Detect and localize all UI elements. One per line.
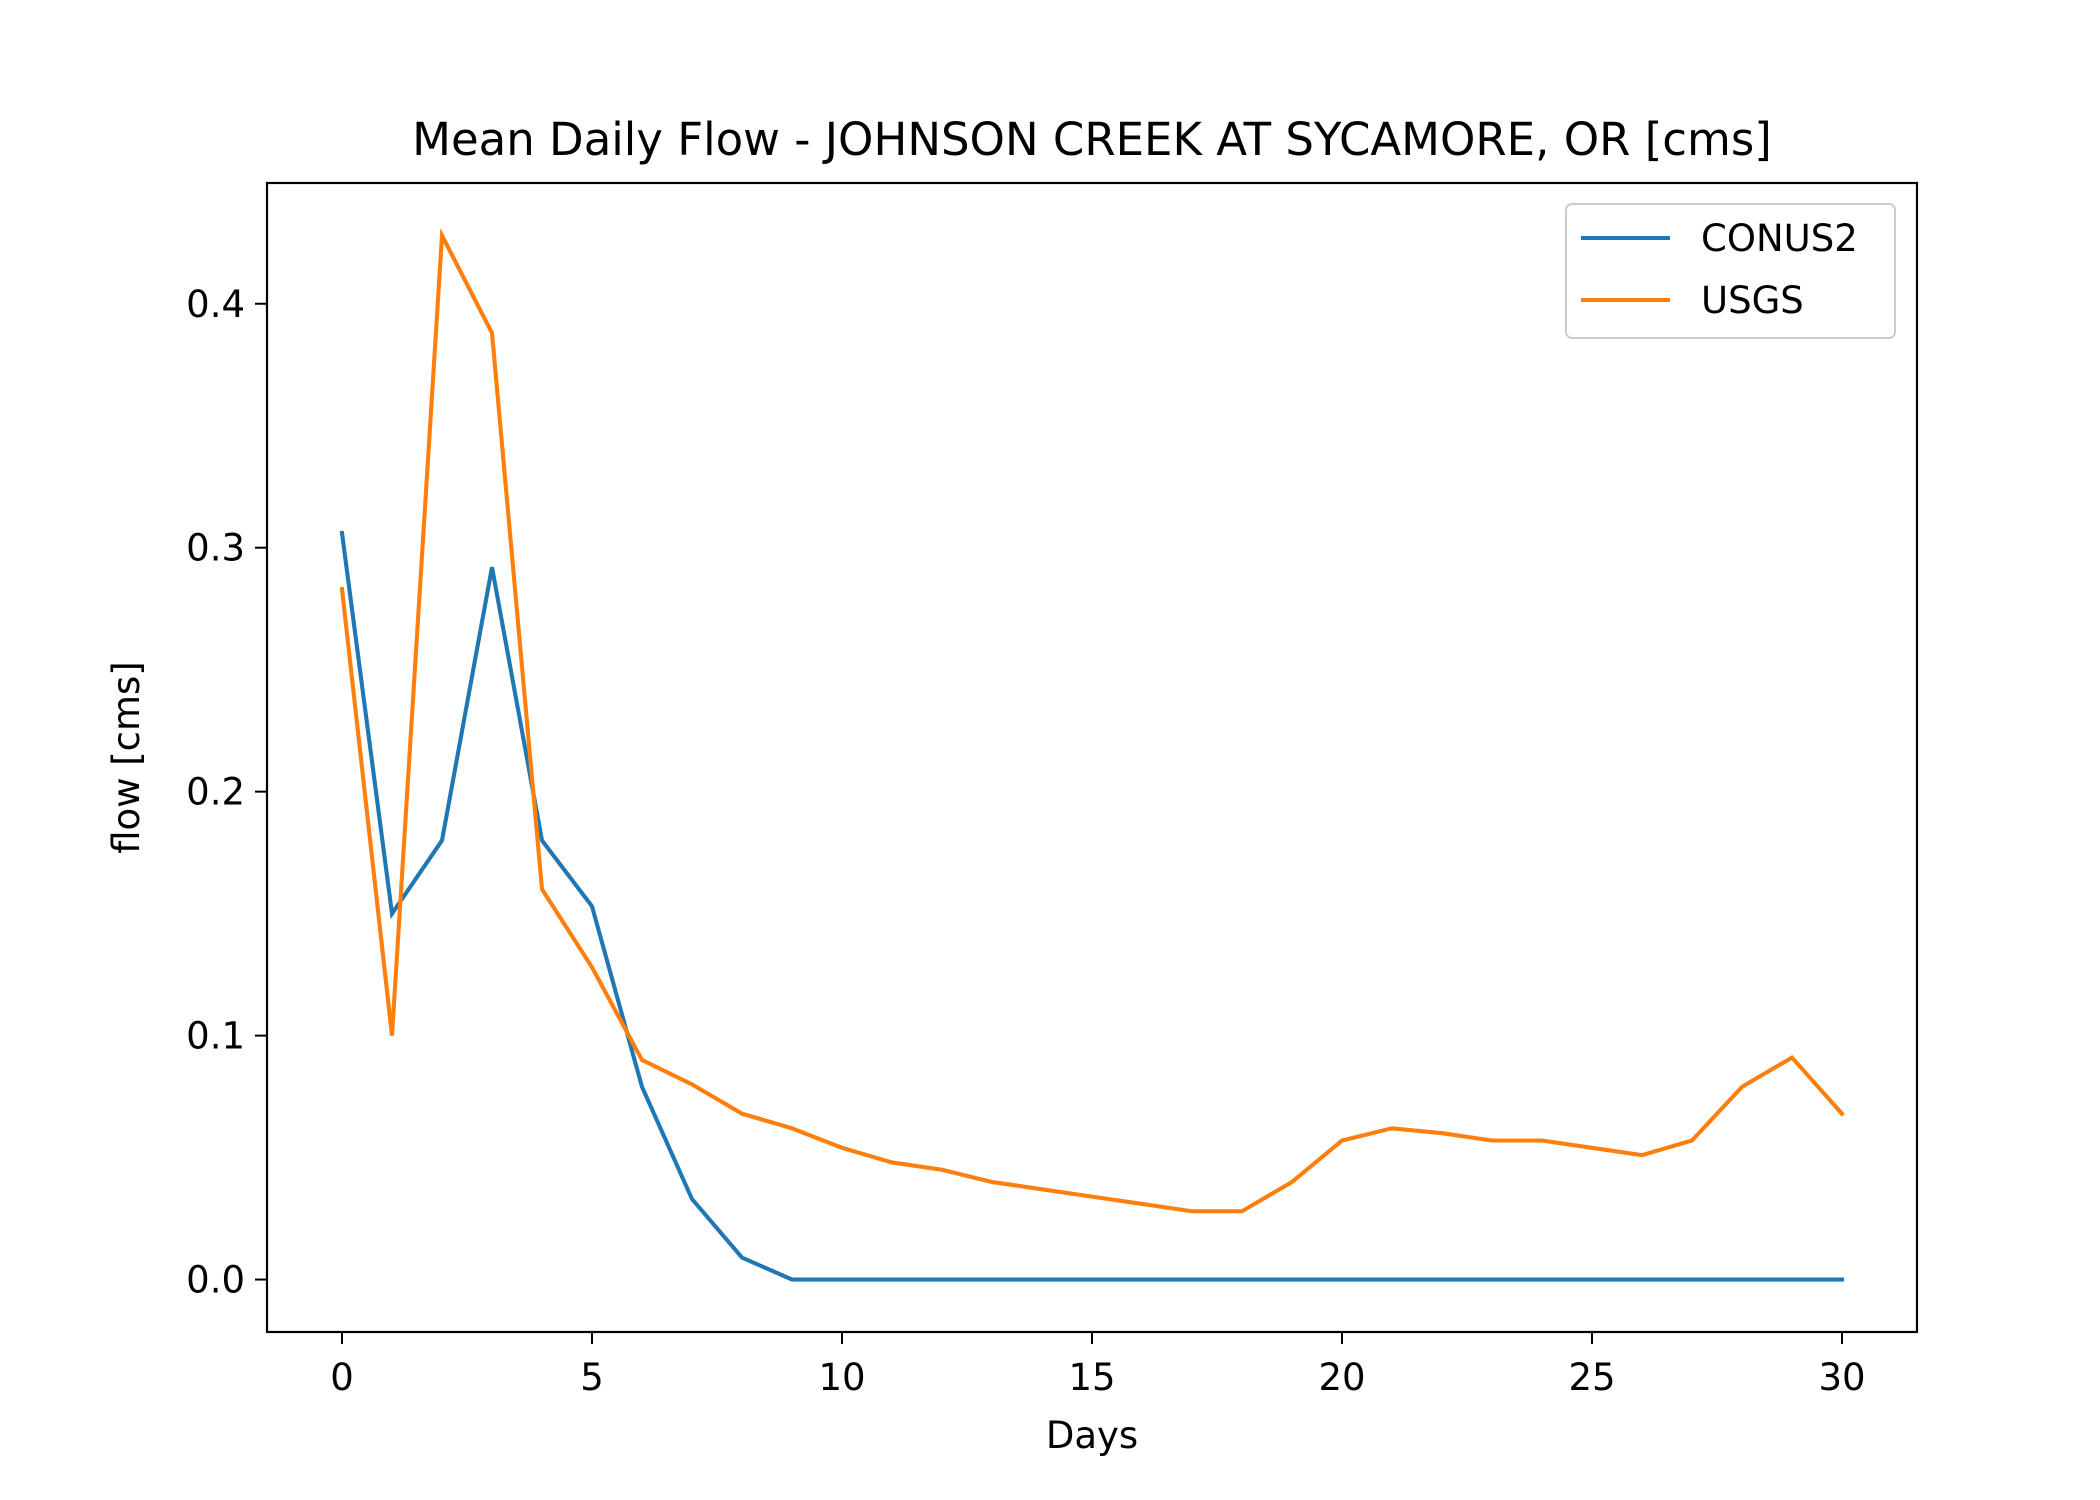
y-tick-label: 0.4	[186, 283, 245, 326]
chart-title: Mean Daily Flow - JOHNSON CREEK AT SYCAM…	[412, 113, 1772, 166]
legend-label-conus2: CONUS2	[1701, 217, 1858, 260]
series-group	[339, 227, 1845, 1282]
series-line-conus2	[339, 530, 1845, 1282]
y-axis: 0.0 0.1 0.2 0.3 0.4	[186, 283, 267, 1302]
x-tick-label: 25	[1568, 1356, 1615, 1399]
y-tick-label: 0.0	[186, 1259, 245, 1302]
y-tick-label: 0.1	[186, 1015, 245, 1058]
legend: CONUS2 USGS	[1565, 203, 1896, 339]
x-tick-label: 10	[818, 1356, 865, 1399]
x-axis: 0 5 10 15 20 25 30	[330, 1332, 1866, 1399]
axes-frame	[265, 181, 1919, 1334]
y-axis-label: flow [cms]	[105, 661, 148, 854]
x-tick-label: 30	[1818, 1356, 1865, 1399]
x-tick-label: 5	[580, 1356, 604, 1399]
legend-label-usgs: USGS	[1701, 279, 1804, 322]
x-tick-label: 0	[330, 1356, 354, 1399]
series-line-usgs	[339, 227, 1845, 1214]
x-tick-label: 20	[1318, 1356, 1365, 1399]
x-axis-label: Days	[1046, 1414, 1138, 1457]
x-tick-label: 15	[1068, 1356, 1115, 1399]
y-tick-label: 0.3	[186, 527, 245, 570]
y-tick-label: 0.2	[186, 771, 245, 814]
